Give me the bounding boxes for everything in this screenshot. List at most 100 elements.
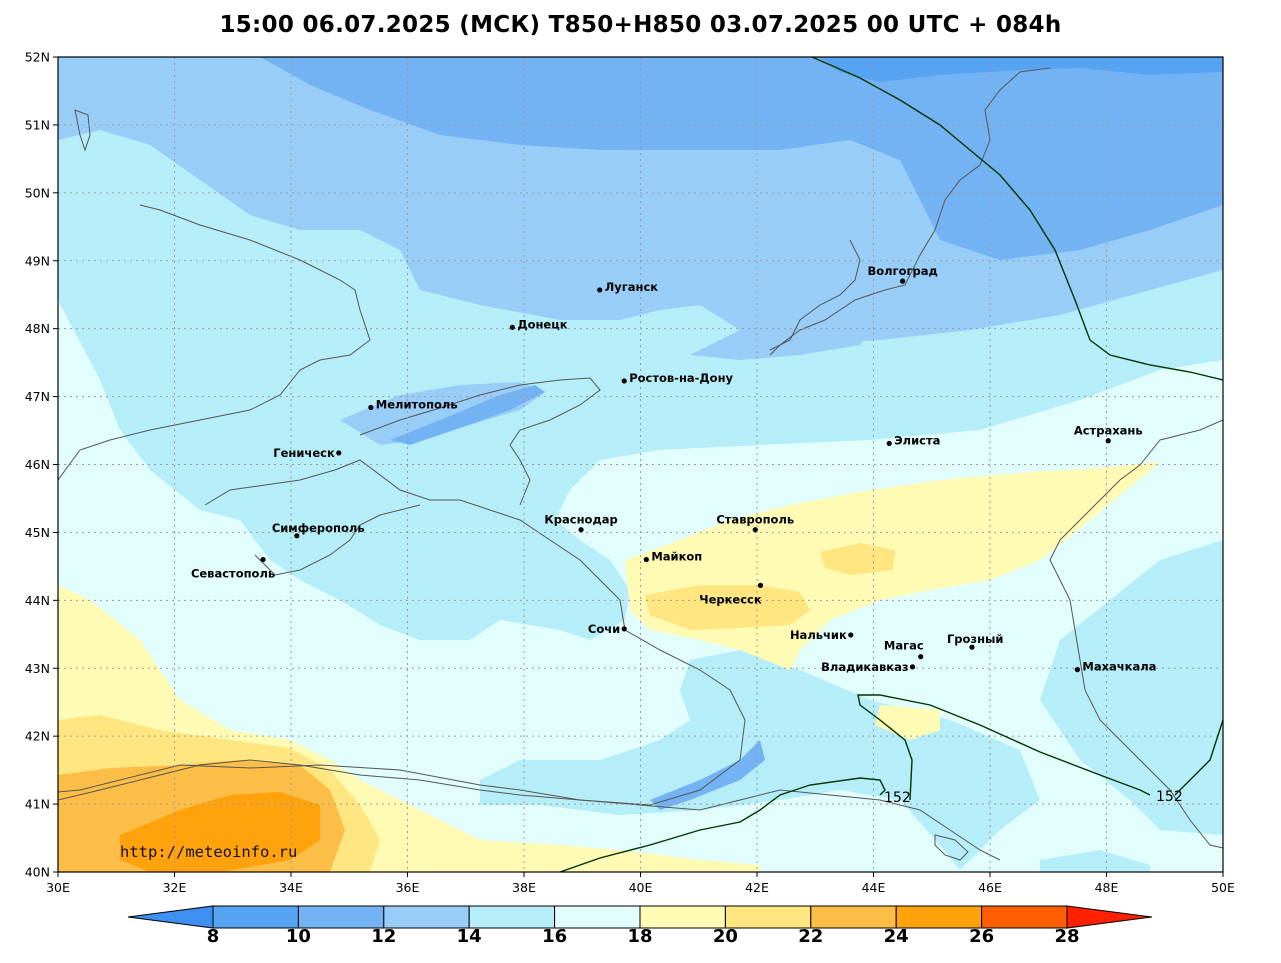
colorbar-swatch [297,905,385,929]
city-label: Геническ [273,446,335,460]
city-label: Майкоп [651,550,702,564]
city-marker [336,450,342,456]
h850-contours [559,57,1223,872]
city-label: Ростов-на-Дону [629,371,733,385]
city-marker [886,440,892,447]
map-title: 15:00 06.07.2025 (МСК) T850+H850 03.07.2… [219,12,1062,38]
city-label: Донецк [517,317,567,331]
lon-axis: 30E 32E 34E 36E 38E 40E 42E 44E 46E 48E 50E [46,872,1235,895]
lat-tick-label: 48N [25,321,50,336]
lat-tick-label: 44N [25,593,50,608]
lake-sevan [934,834,969,861]
city-marker [621,378,627,384]
coastline-caspian [1049,419,1223,849]
lat-tick-label: 47N [25,389,50,404]
city-label: Севастополь [191,567,275,581]
lat-tick-label: 40N [25,865,50,880]
lat-tick-label: 49N [25,253,50,268]
city-marker [848,632,854,638]
field-24-26 [120,792,320,872]
colorbar-label: 24 [884,926,909,947]
field-18-20-patch [875,705,940,740]
river-volga [769,67,1051,356]
field-12-14-west [58,57,210,140]
colorbar-label: 26 [969,926,994,947]
city-label: Сочи [588,622,620,636]
city-label: Симферополь [272,521,365,535]
city-marker [918,654,924,660]
city-label: Мелитополь [376,397,458,411]
city-label: Магас [884,639,924,653]
lon-tick-label: 44E [862,880,886,895]
coastline-turkey [58,759,1001,861]
contour-label-2: 152 [1156,789,1183,805]
city-marker [1105,438,1111,444]
colorbar-swatch [724,905,812,929]
lat-tick-label: 45N [25,525,50,540]
colorbar-swatch [639,905,726,929]
colorbar-label: 22 [798,926,823,947]
colorbar-swatch [468,905,556,929]
field-10-12-sea [650,740,765,810]
field-20-22-patch [820,543,895,575]
city-marker [1074,667,1080,673]
watermark: http://meteoinfo.ru [120,843,297,861]
coastline-dnipro [74,109,91,152]
field-20-22 [645,585,810,630]
lat-tick-label: 51N [25,117,50,132]
city-marker [900,278,906,284]
lon-tick-label: 32E [163,880,187,895]
colorbar-swatch [981,905,1068,929]
colorbar-label: 18 [627,926,652,947]
contour-line-south-east [857,694,1151,801]
colorbar-extend-high [1066,905,1153,929]
cities: Луганск Донецк Волгоград Ростов-на-Дону Мели… [191,264,1156,674]
field-14-16-ne-patch [1040,850,1150,872]
lon-tick-label: 36E [396,880,420,895]
field-10-12 [260,57,1223,260]
colorbar-extend-low [127,905,214,929]
city-label: Владикавказ [821,660,908,674]
city-marker [643,556,649,563]
lat-tick-label: 46N [25,457,50,472]
lat-tick-label: 42N [25,729,50,744]
city-label: Волгоград [867,264,937,278]
lat-tick-label: 50N [25,185,50,200]
city-marker [294,533,300,539]
city-label: Астрахань [1074,424,1143,438]
coastlines [58,67,1223,861]
lat-tick-label: 41N [25,797,50,812]
coastline-azov-east [359,377,601,506]
city-marker [578,527,584,533]
lon-tick-label: 38E [512,880,536,895]
lon-tick-label: 40E [629,880,653,895]
lon-tick-label: 34E [279,880,303,895]
lon-tick-label: 46E [978,880,1002,895]
contour-line-east [1174,719,1223,796]
graticule [58,57,1223,872]
contour-line-north [811,57,1223,381]
colorbar-swatch [383,905,470,929]
city-marker [752,527,758,533]
city-marker [509,324,515,330]
lon-tick-label: 30E [46,880,70,895]
city-marker [260,556,266,563]
coastline-crimea [58,459,746,806]
coastline-crimea-south [254,504,421,576]
colorbar-label: 10 [286,926,311,947]
city-label: Краснодар [544,513,617,527]
city-label: Грозный [947,632,1004,646]
city-marker [969,644,975,650]
colorbar-swatch [554,905,641,929]
colorbar-swatch [895,905,983,929]
colorbar-swatch [810,905,897,929]
field-14-16-east [1040,540,1223,835]
city-label: Луганск [605,280,659,294]
river-don [769,239,861,351]
colorbar-label: 8 [207,926,220,947]
colorbar-swatch [212,905,299,929]
lon-tick-label: 42E [745,880,769,895]
city-label: Элиста [894,433,940,447]
city-marker [621,626,627,632]
